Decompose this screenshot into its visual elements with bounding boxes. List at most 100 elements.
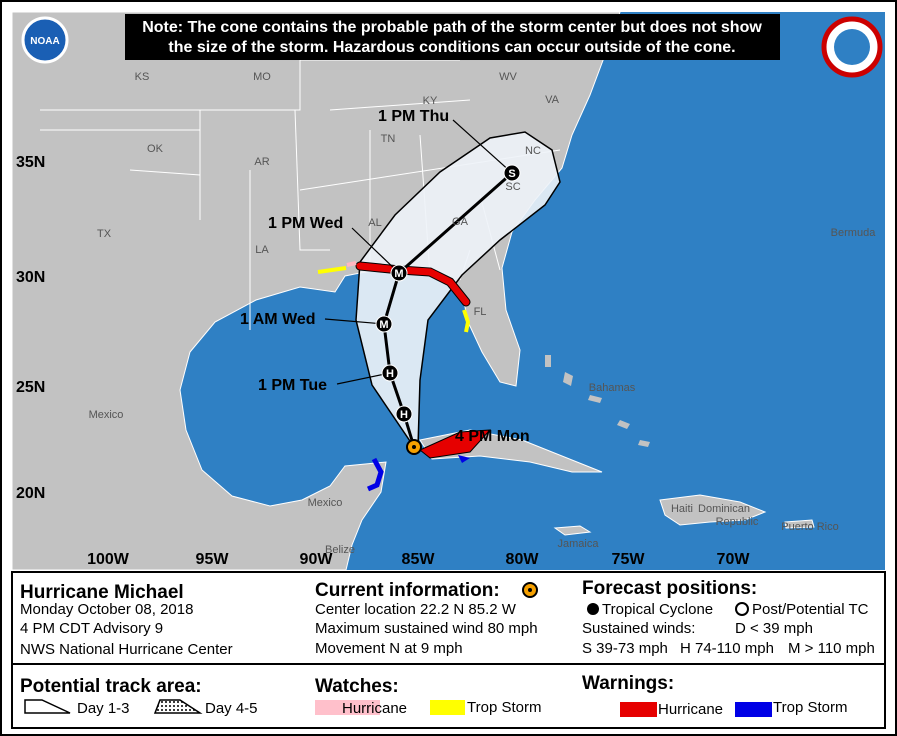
- current-title: Current information:: [315, 580, 500, 601]
- place-label: Mexico: [308, 497, 343, 509]
- forecast-winds: Sustained winds:: [582, 620, 695, 637]
- longitude-label: 75W: [612, 551, 646, 568]
- place-label: Haiti: [671, 503, 693, 515]
- place-label: Republic: [716, 516, 759, 528]
- place-label: Bahamas: [589, 382, 636, 394]
- watch-hurricane-swatch: [315, 700, 380, 715]
- track-point-letter: S: [508, 168, 515, 180]
- forecast-time-label: 1 AM Wed: [240, 311, 316, 328]
- track-point: [375, 315, 393, 333]
- state-label: AR: [254, 156, 269, 168]
- state-label: MO: [253, 71, 271, 83]
- warning-hurricane-swatch: [620, 702, 657, 717]
- forecast-s: S 39-73 mph: [582, 640, 668, 657]
- state-label: TX: [97, 228, 112, 240]
- post-icon: [735, 602, 749, 616]
- latitude-label: 30N: [16, 269, 45, 286]
- day13-label: Day 1-3: [77, 700, 130, 717]
- day45-label: Day 4-5: [205, 700, 258, 717]
- warning-storm: Trop Storm: [773, 699, 847, 716]
- forecast-time-label: 1 PM Tue: [258, 377, 327, 394]
- track-point: [381, 364, 399, 382]
- track-point: [395, 405, 413, 423]
- track-area-title: Potential track area:: [20, 676, 202, 697]
- longitude-label: 90W: [300, 551, 334, 568]
- storm-center: NWS National Hurricane Center: [20, 641, 233, 658]
- state-label: AL: [368, 217, 381, 229]
- forecast-h: H 74-110 mph: [680, 640, 774, 657]
- state-label: SC: [505, 181, 520, 193]
- forecast-tropical: Tropical Cyclone: [602, 601, 713, 618]
- state-label: VA: [545, 94, 560, 106]
- place-label: Mexico: [89, 409, 124, 421]
- leader-lines: [324, 119, 513, 385]
- warning-hurricane: Hurricane: [658, 701, 723, 718]
- nws-logo-center: [834, 29, 870, 65]
- state-label: TN: [381, 133, 396, 145]
- note-line: Note: The cone contains the probable pat…: [142, 19, 762, 36]
- place-label: Puerto Rico: [781, 521, 838, 533]
- track-point-letter: M: [379, 319, 388, 331]
- noaa-logo-text: NOAA: [30, 36, 59, 47]
- puerto-rico: [784, 519, 815, 529]
- state-label: KS: [135, 71, 150, 83]
- cone: [355, 131, 561, 448]
- state-label: WV: [499, 71, 517, 83]
- storm-advisory: 4 PM CDT Advisory 9: [20, 620, 163, 637]
- current-movement: Movement N at 9 mph: [315, 640, 463, 657]
- forecast-m: M > 110 mph: [788, 640, 875, 657]
- noaa-logo: [21, 16, 69, 64]
- forecast-time-label: 1 PM Wed: [268, 215, 343, 232]
- latitude-label: 20N: [16, 485, 45, 502]
- current-location: Center location 22.2 N 85.2 W: [315, 601, 517, 618]
- forecast-post: Post/Potential TC: [752, 601, 869, 618]
- place-label: Jamaica: [558, 538, 600, 550]
- storm-name: Hurricane Michael: [20, 582, 184, 603]
- watch-storm: Trop Storm: [467, 699, 541, 716]
- jamaica: [553, 525, 592, 536]
- longitude-label: 100W: [87, 551, 130, 568]
- note-box: [125, 14, 780, 60]
- latitude-label: 35N: [16, 154, 45, 171]
- day45-icon: [153, 699, 203, 714]
- longitude-label: 95W: [196, 551, 230, 568]
- watch-hurricane: Hurricane: [342, 700, 407, 717]
- storm-date: Monday October 08, 2018: [20, 601, 193, 618]
- forecast-time-label: 4 PM Mon: [455, 428, 530, 445]
- forecast-d: D < 39 mph: [735, 620, 813, 637]
- track-point-letter: M: [394, 268, 403, 280]
- track-point: [503, 164, 521, 182]
- state-label: GA: [452, 216, 469, 228]
- current-wind: Maximum sustained wind 80 mph: [315, 620, 538, 637]
- track-point: [390, 264, 408, 282]
- bahamas: [545, 355, 650, 447]
- longitude-label: 85W: [402, 551, 436, 568]
- current-icon-dot: [528, 588, 532, 592]
- tropical-icon: [587, 603, 599, 615]
- place-label: Bermuda: [831, 227, 877, 239]
- longitude-label: 80W: [506, 551, 540, 568]
- forecast-title: Forecast positions:: [582, 578, 757, 599]
- warning-storm-swatch: [735, 702, 772, 717]
- watch-storm-swatch: [430, 700, 465, 715]
- state-label: LA: [255, 244, 269, 256]
- forecast-time-label: 1 PM Thu: [378, 108, 449, 125]
- place-label: Dominican: [698, 503, 750, 515]
- longitude-label: 70W: [717, 551, 751, 568]
- state-label: FL: [474, 306, 487, 318]
- hispaniola: [659, 494, 767, 526]
- state-label: KY: [423, 95, 438, 107]
- warnings-drawn: [317, 261, 492, 492]
- map: NOAA KS MO KY WV VA OK AR TN NC SC TX LA AL GA FL Bermu…: [11, 11, 885, 571]
- note-line: the size of the storm. Hazardous conditi…: [168, 39, 735, 56]
- track-point-letter: H: [386, 368, 394, 380]
- track-point-letter: H: [400, 409, 408, 421]
- current-position-dot: [412, 445, 416, 449]
- watches-title: Watches:: [315, 676, 399, 697]
- state-label: NC: [525, 145, 541, 157]
- day13-icon: [24, 699, 71, 714]
- state-label: OK: [147, 143, 164, 155]
- warnings-title: Warnings:: [582, 673, 674, 694]
- place-label: Belize: [325, 544, 355, 556]
